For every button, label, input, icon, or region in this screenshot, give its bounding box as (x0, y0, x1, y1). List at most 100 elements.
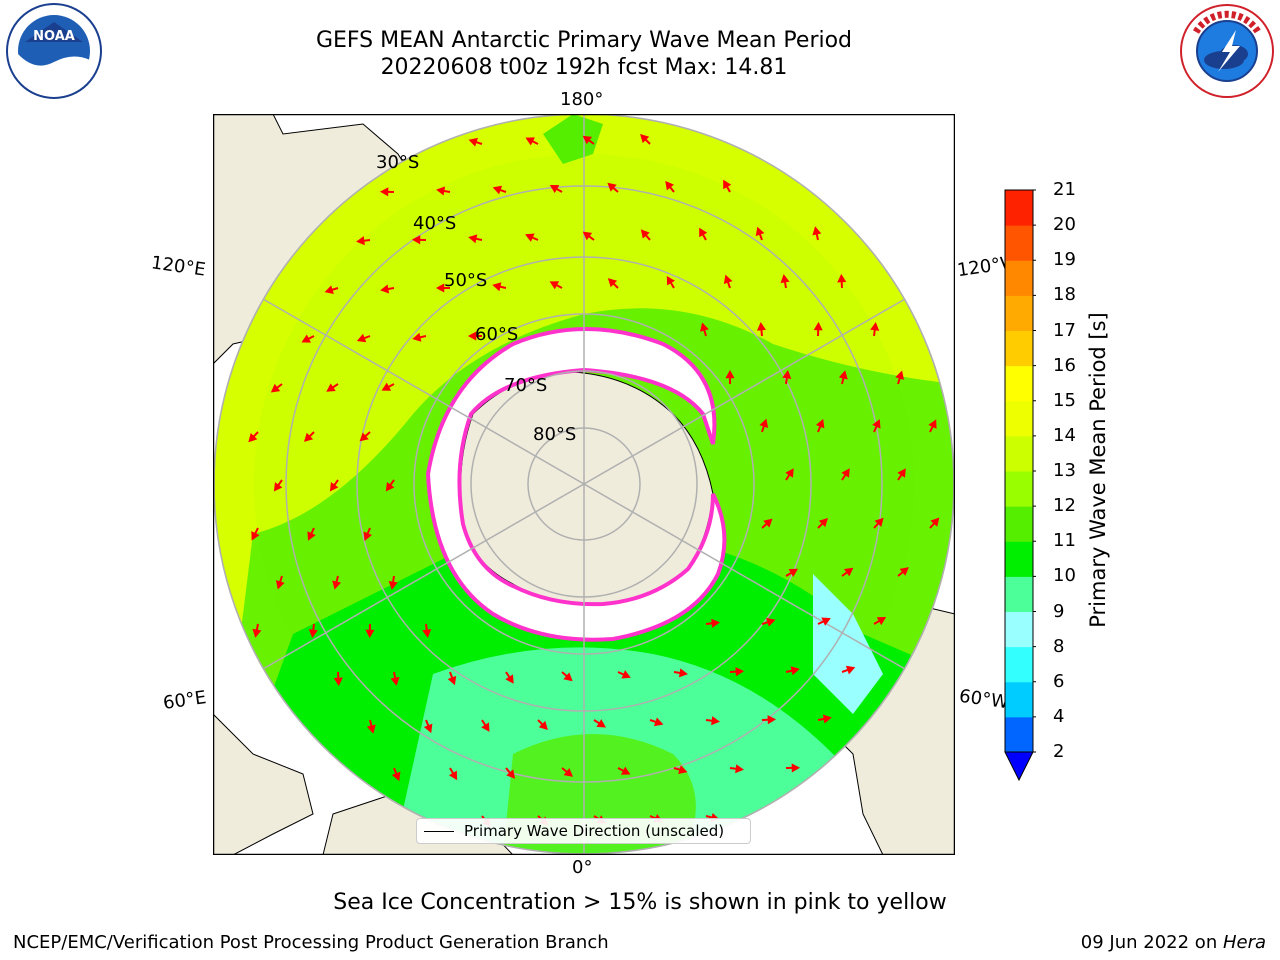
wave-arrow-head (359, 432, 369, 442)
wave-arrow-head (411, 235, 421, 245)
lat-label-80s: 80°S (533, 424, 577, 445)
wave-arrow-head (812, 226, 822, 236)
wave-arrow-head (790, 666, 800, 676)
colorbar-tick-label: 15 (1053, 389, 1076, 411)
wave-arrow-head (391, 771, 401, 782)
wave-arrow-head (436, 186, 446, 196)
wave-arrow-head (251, 531, 260, 541)
legend-line-icon (424, 830, 454, 832)
colorbar-segment (1005, 295, 1033, 331)
wave-arrow-head (699, 227, 708, 238)
footer-date: 09 Jun 2022 on Hera (1081, 932, 1266, 953)
wave-arrow-head (549, 281, 560, 290)
wave-arrow-head (492, 282, 502, 292)
wave-arrow-head (711, 716, 720, 726)
wave-arrow-head (248, 433, 258, 443)
wave-arrow-head (759, 418, 769, 428)
noaa-logo: NOAA (6, 3, 102, 99)
wave-arrow-head (767, 715, 777, 725)
national-weather-service-logo (1180, 4, 1274, 98)
wave-arrow-head (841, 468, 850, 478)
wave-arrow-head (678, 668, 688, 678)
wave-arrow-head (928, 419, 937, 429)
wave-arrow-head (506, 769, 516, 779)
wave-arrow-head (596, 719, 606, 728)
colorbar-segment (1005, 260, 1033, 296)
wave-arrow-head (582, 231, 593, 241)
wave-arrow-head (897, 468, 906, 478)
wave-arrow-head (468, 234, 478, 244)
wave-arrow-head (813, 321, 823, 331)
longitude-lines (262, 114, 906, 854)
svg-text:NOAA: NOAA (33, 29, 75, 44)
wave-arrow-head (435, 283, 445, 293)
colorbar (1004, 189, 1036, 782)
wave-arrow-head (270, 383, 281, 393)
wave-arrow-head (607, 278, 618, 288)
lon-label-0: 0° (572, 857, 593, 878)
wave-arrow-head (356, 333, 367, 343)
map-legend: Primary Wave Direction (unscaled) (416, 818, 751, 844)
wave-arrow-head (380, 284, 390, 294)
wave-arrow-head (448, 770, 458, 781)
wave-direction-arrows (248, 133, 940, 828)
wave-arrow-head (766, 617, 776, 627)
wave-arrow-head (324, 285, 334, 295)
wave-arrow-head (874, 517, 884, 527)
wave-arrow-head (423, 723, 433, 734)
colorbar-segment (1005, 330, 1033, 367)
colorbar-segment (1005, 190, 1033, 226)
wave-arrow-head (365, 629, 375, 639)
colorbar-tick-label: 8 (1053, 635, 1065, 657)
lat-label-30s: 30°S (376, 152, 420, 173)
wave-arrow-head (468, 137, 478, 147)
wave-arrow-head (381, 382, 392, 391)
wave-arrow-head (872, 419, 881, 429)
colorbar-segment (1005, 471, 1033, 507)
wave-arrow-head (273, 482, 283, 492)
lon-label-180: 180° (560, 89, 604, 110)
wave-arrow-head (785, 468, 794, 478)
colorbar-segment (1005, 435, 1033, 472)
map-title: GEFS MEAN Antarctic Primary Wave Mean Pe… (315, 28, 853, 53)
wave-arrow-head (481, 722, 490, 732)
wave-arrow-head (326, 383, 336, 392)
wave-arrow-head (640, 133, 650, 144)
wave-arrow-head (640, 229, 650, 239)
wave-arrow-head (755, 226, 765, 237)
wave-arrow-head (822, 714, 832, 724)
wave-arrow-head (363, 531, 372, 541)
footer-date-text: 09 Jun 2022 on (1080, 932, 1223, 953)
colorbar-tick-label: 13 (1053, 460, 1076, 481)
wave-arrow-head (390, 676, 400, 686)
wave-arrow-head (447, 675, 457, 686)
wave-arrow-head (666, 275, 675, 286)
colorbar-tick-label: 12 (1053, 495, 1076, 517)
colorbar-tick-label: 14 (1053, 424, 1076, 446)
wave-arrow-head (838, 370, 848, 380)
wave-arrow-head (366, 724, 376, 734)
wave-arrow-head (756, 321, 767, 331)
wave-arrow-head (895, 370, 905, 380)
wave-arrow-head (723, 179, 732, 190)
colorbar-tick-label: 10 (1053, 565, 1076, 587)
wave-arrow-head (563, 768, 573, 777)
wave-arrow-head (332, 580, 342, 590)
wave-arrow-head (620, 766, 631, 775)
wave-arrow-head (782, 370, 792, 379)
wave-arrow-head (385, 482, 395, 492)
wave-arrow-head (837, 273, 847, 283)
colorbar-label: Primary Wave Mean Period [s] (1086, 312, 1110, 628)
colorbar-segment (1005, 225, 1033, 261)
wave-arrow-head (301, 334, 311, 343)
colorbar-segment (1005, 646, 1033, 683)
colorbar-tick-label: 9 (1053, 600, 1065, 622)
wave-arrow-head (467, 331, 477, 341)
lat-label-50s: 50°S (444, 270, 488, 291)
legend-label: Primary Wave Direction (unscaled) (464, 822, 725, 840)
wave-arrow-head (665, 180, 675, 191)
colorbar-tick-label: 4 (1053, 705, 1065, 727)
wave-arrow-head (621, 670, 631, 679)
colorbar-tick-label: 18 (1053, 284, 1076, 306)
wave-arrow-head (422, 629, 432, 638)
